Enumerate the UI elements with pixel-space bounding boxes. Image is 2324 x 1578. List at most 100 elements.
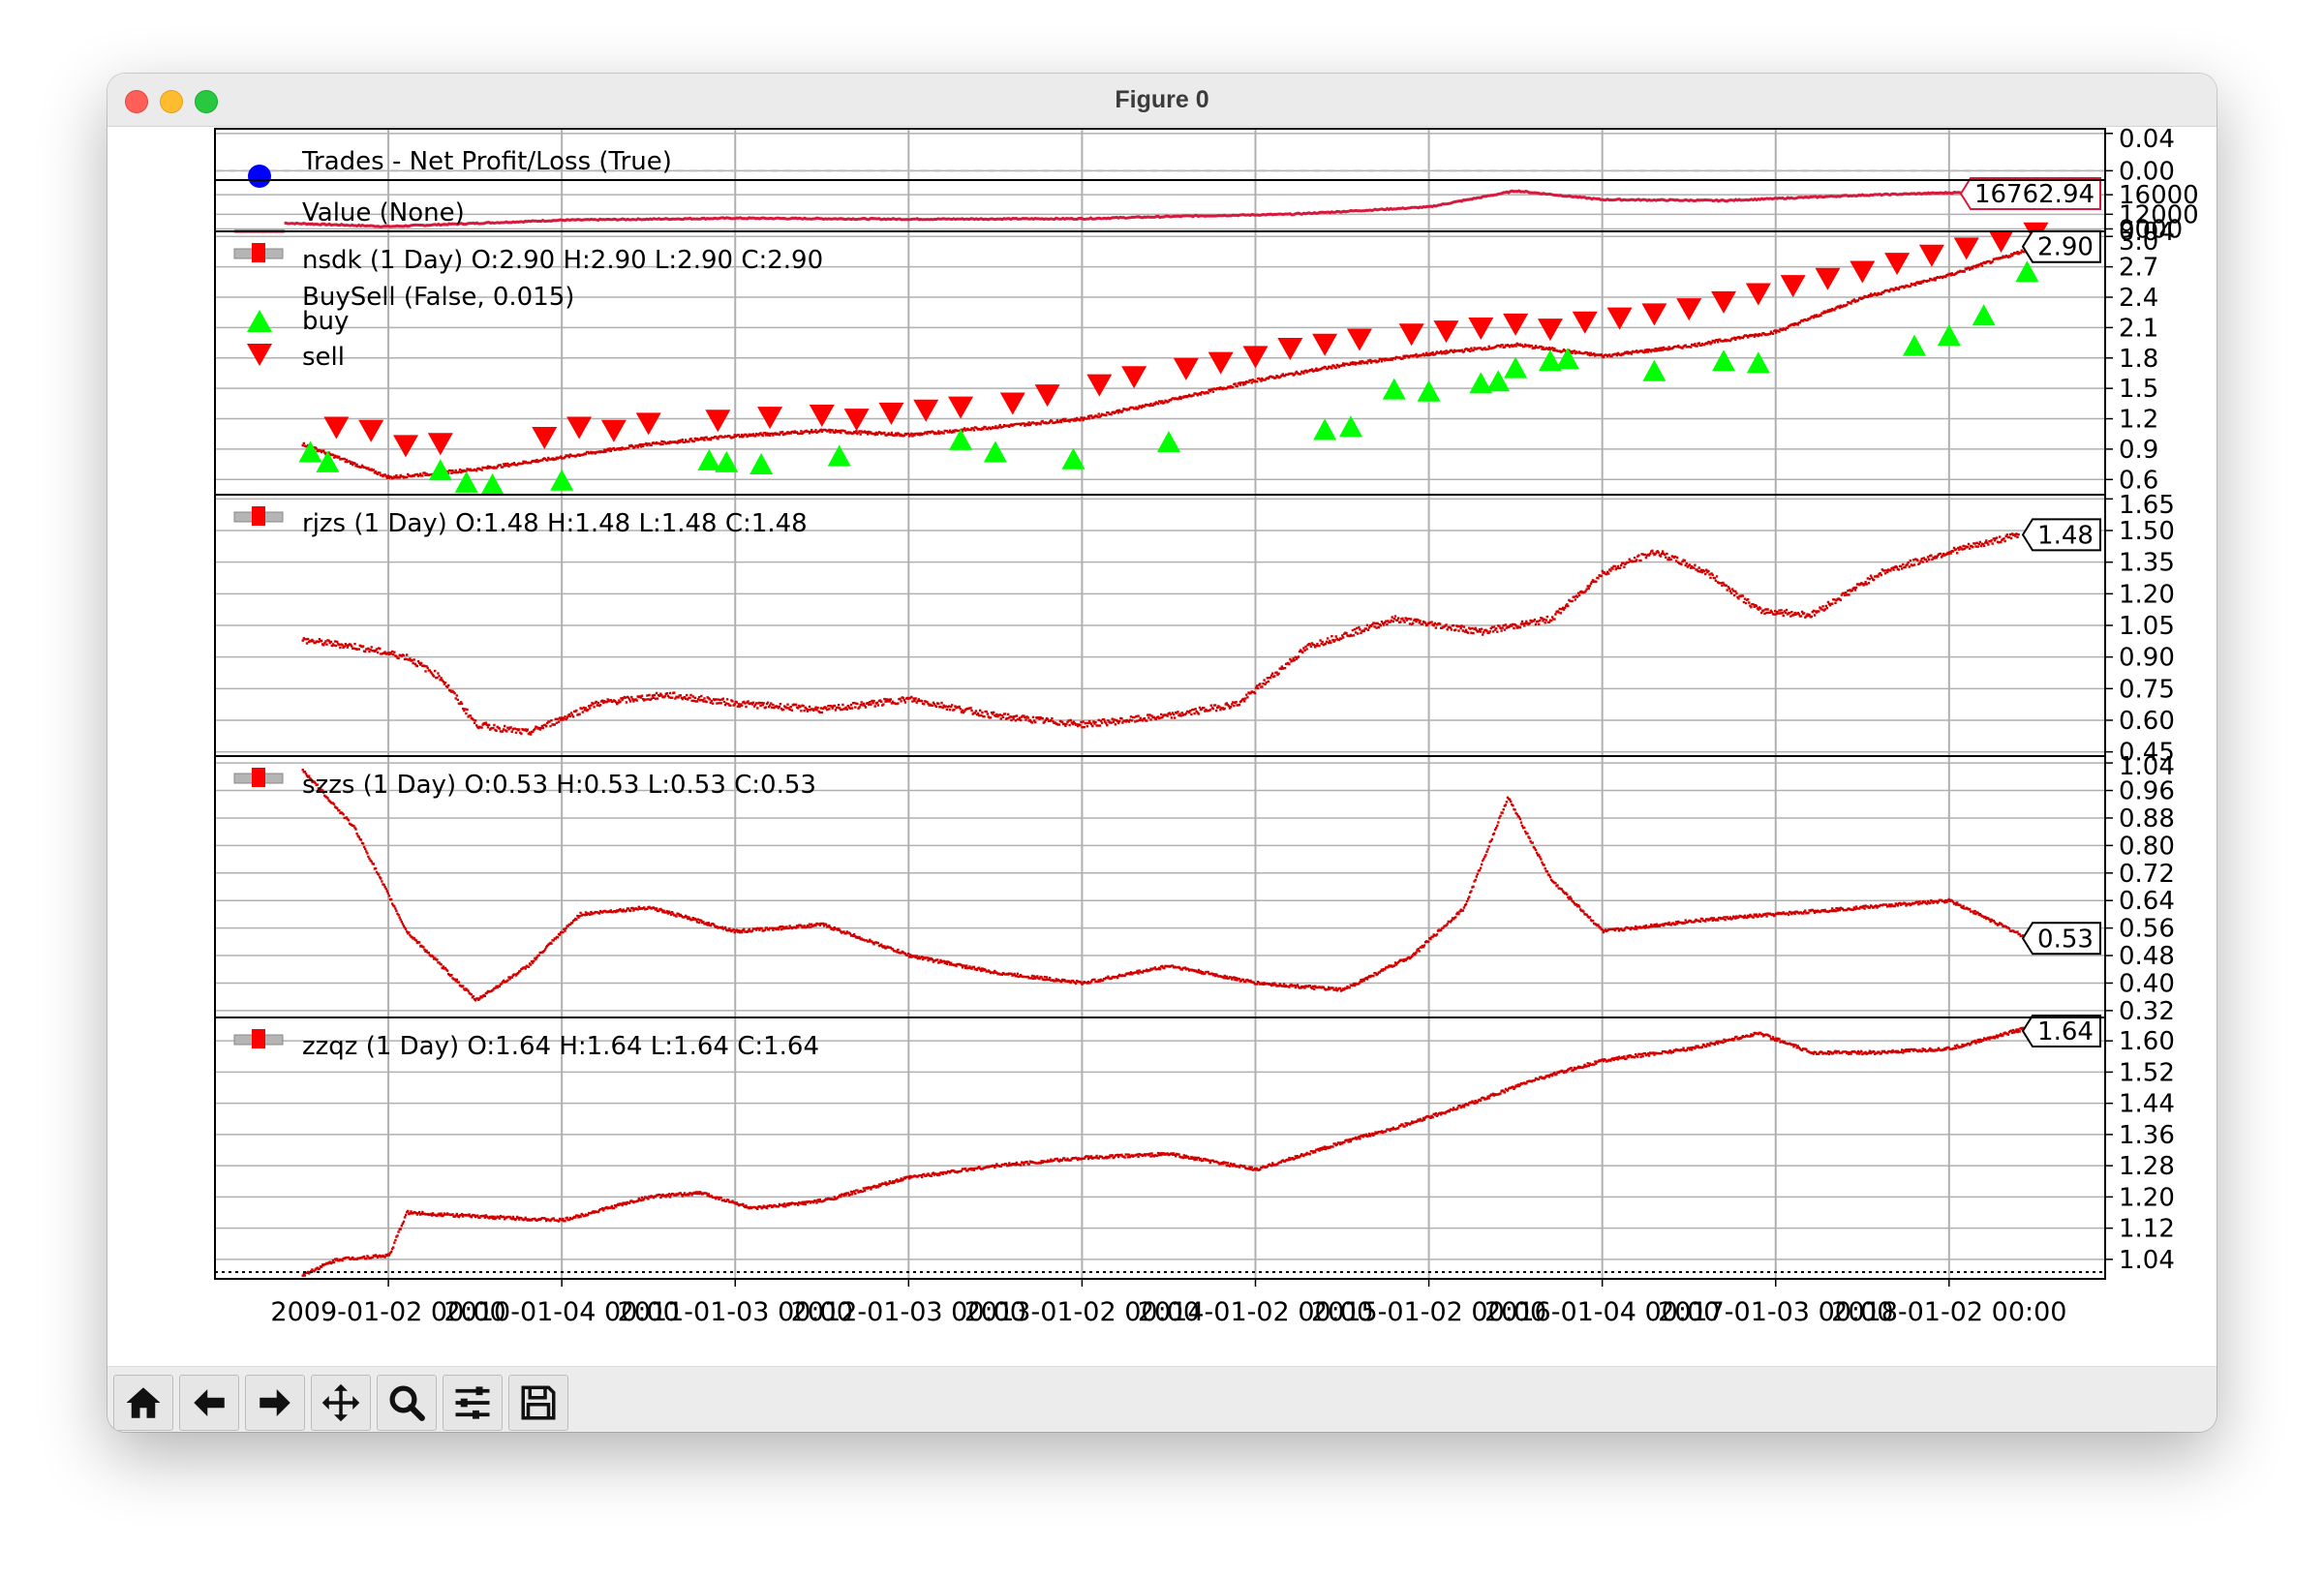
value-line [284,189,2036,228]
sell-marker [1815,267,1841,290]
y-tick-label: 0.00 [2119,157,2175,186]
sell-marker [1641,303,1667,326]
sell-marker [1676,298,1702,321]
sell-legend-label: sell [302,343,345,372]
sell-marker [600,419,627,442]
y-tick-label: 0.90 [2119,644,2175,673]
buy-legend-label: buy [302,307,349,336]
magnifier-icon [389,1385,425,1421]
sell-marker [1850,260,1876,284]
last-value-label: 2.90 [2037,233,2094,262]
buy-marker [1061,447,1086,470]
sell-marker [1034,384,1060,408]
y-tick-label: 0.80 [2119,832,2175,861]
sliders-icon [455,1386,490,1419]
y-tick-label: 2.1 [2119,314,2158,343]
zzqz-axes-frame [214,1017,2106,1280]
save-button[interactable] [508,1375,568,1431]
figure-window: Figure 0 0.04 0.00 Trades - Net Profit/Los… [107,74,2217,1432]
buy-marker [480,472,505,495]
buy-marker [827,444,851,467]
sell-marker [878,402,904,425]
sell-marker [948,396,974,419]
pan-button[interactable] [311,1375,371,1431]
sell-marker [1121,366,1147,389]
sell-marker [999,392,1025,415]
y-tick-label: 1.05 [2119,612,2175,641]
back-button[interactable] [179,1375,239,1431]
sell-marker [358,419,384,442]
buy-marker [949,428,973,450]
zoom-button[interactable] [377,1375,437,1431]
backtest-chart[interactable]: 0.04 0.00 Trades - Net Profit/Loss (True) 0… [107,125,2217,1366]
home-button[interactable] [113,1375,173,1431]
zoom-window-button[interactable] [195,90,218,113]
x-tick-label: 2014-01-02 00:00 [1138,1297,1373,1327]
matplotlib-figure[interactable]: 0.04 0.00 Trades - Net Profit/Loss (True) 0… [107,125,2217,1366]
buy-marker [1746,351,1770,374]
sell-marker [566,416,593,440]
sell-marker [1503,313,1529,336]
close-button[interactable] [125,90,148,113]
last-value-label: 0.53 [2037,925,2094,954]
buy-marker [298,440,322,463]
y-tick-label: 1.04 [2119,752,2175,781]
buy-marker [550,469,574,491]
buy-marker [715,450,739,472]
buy-marker [1504,356,1528,379]
y-tick-label: 1.28 [2119,1152,2175,1181]
buy-marker [697,448,721,470]
y-tick-label: 0.56 [2119,915,2175,944]
buysell-legend-label: BuySell (False, 0.015) [302,283,574,312]
sell-marker [757,407,783,430]
y-tick-label: 0.04 [2119,218,2175,247]
title-bar: Figure 0 [107,74,2217,127]
y-tick-label: 9000 [2119,215,2183,244]
window-title: Figure 0 [1115,86,1209,113]
x-tick-label: 2011-01-03 00:00 [618,1297,853,1327]
y-tick-label: 1.20 [2119,580,2175,609]
x-tick-label: 2016-01-04 00:00 [1484,1297,1720,1327]
y-tick-label: 0.64 [2119,887,2175,916]
y-tick-label: 0.9 [2119,436,2158,465]
sell-marker [1606,307,1633,330]
sell-marker [1711,290,1737,314]
y-tick-label: 1.35 [2119,549,2175,578]
forward-button[interactable] [245,1375,305,1431]
buy-marker [1903,334,1927,356]
sell-marker [1780,275,1806,298]
buy-marker [1313,418,1337,440]
buy-marker [1712,349,1736,372]
sell-marker [1086,374,1113,397]
sell-marker [1918,244,1944,267]
sell-marker [1988,230,2014,254]
y-tick-label: 3.0 [2119,228,2158,257]
home-icon [126,1387,161,1418]
sell-marker [913,399,939,422]
y-tick-label: 0.96 [2119,777,2175,806]
sell-marker [1537,319,1563,342]
sell-marker [1953,237,1979,260]
minimize-button[interactable] [160,90,183,113]
y-tick-label: 1.60 [2119,1027,2175,1056]
last-value-label: 1.64 [2037,1017,2094,1047]
zzqz-price-ticks [301,1023,2038,1277]
y-tick-label: 1.36 [2119,1121,2175,1150]
y-tick-label: 0.72 [2119,860,2175,889]
last-value-label: 1.48 [2037,521,2094,550]
y-tick-label: 1.04 [2119,1246,2175,1275]
buy-marker [1972,304,1996,326]
x-tick-label: 2010-01-04 00:00 [444,1297,680,1327]
buy-marker [1486,370,1511,392]
configure-subplots-button[interactable] [443,1375,503,1431]
y-tick-label: 0.32 [2119,997,2175,1026]
floppy-disk-icon [521,1385,556,1420]
x-tick-label: 2017-01-03 00:00 [1658,1297,1893,1327]
zzqz-legend-label: zzqz (1 Day) O:1.64 H:1.64 L:1.64 C:1.64 [302,1032,819,1061]
y-tick-label: 1.20 [2119,1183,2175,1212]
y-tick-label: 0.60 [2119,707,2175,736]
y-tick-label: 12000 [2119,200,2199,229]
buy-marker [1382,378,1406,400]
last-value-tag [2021,518,2101,552]
sell-marker [323,416,350,440]
